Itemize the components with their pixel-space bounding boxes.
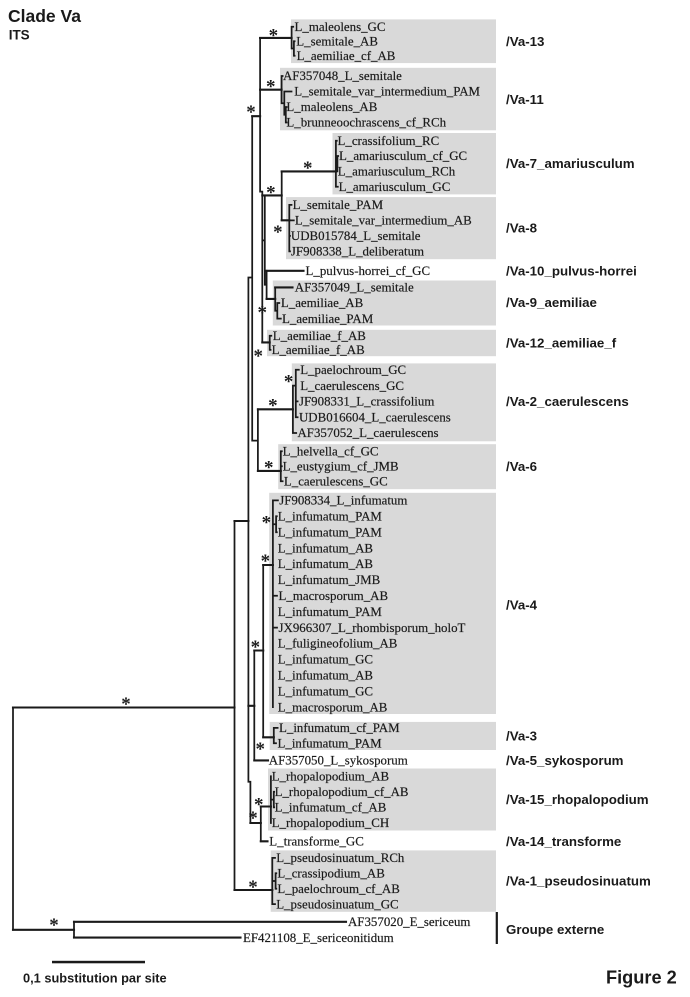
svg-text:L_rhopalopodium_AB: L_rhopalopodium_AB [272,769,389,783]
svg-text:*: * [284,372,294,393]
svg-text:/Va-1_pseudosinuatum: /Va-1_pseudosinuatum [506,874,651,889]
svg-text:L_infumatum_AB: L_infumatum_AB [278,669,373,683]
svg-text:L_paelochroum_cf_AB: L_paelochroum_cf_AB [277,882,399,896]
svg-text:/Va-6: /Va-6 [506,459,537,474]
svg-text:L_infumatum_PAM: L_infumatum_PAM [278,510,383,524]
svg-text:*: * [273,222,283,243]
svg-text:*: * [246,102,256,123]
svg-text:*: * [269,26,279,47]
svg-text:*: * [254,794,264,815]
svg-text:*: * [248,808,258,829]
svg-text:*: * [257,302,267,323]
svg-text:AF357048_L_semitale: AF357048_L_semitale [283,69,402,83]
svg-text:L_caerulescens_GC: L_caerulescens_GC [300,379,404,393]
svg-text:L_crassifolium_RC: L_crassifolium_RC [338,134,440,148]
svg-text:/Va-2_caerulescens: /Va-2_caerulescens [506,394,629,409]
svg-text:L_paelochroum_GC: L_paelochroum_GC [300,363,406,377]
svg-text:*: * [261,551,271,572]
svg-text:L_maleolens_AB: L_maleolens_AB [286,100,377,114]
svg-text:/Va-13: /Va-13 [506,34,544,49]
svg-text:UDB016604_L_caerulescens: UDB016604_L_caerulescens [299,410,451,424]
svg-text:L_infumatum_PAM: L_infumatum_PAM [278,525,383,539]
svg-text:/Va-12_aemiliae_f: /Va-12_aemiliae_f [506,336,617,351]
svg-text:L_aemiliae_cf_AB: L_aemiliae_cf_AB [297,49,396,63]
svg-text:L_amariusculum_cf_GC: L_amariusculum_cf_GC [339,149,467,163]
svg-text:/Va-3: /Va-3 [506,729,537,744]
svg-text:L_helvella_cf_GC: L_helvella_cf_GC [283,445,379,459]
svg-text:*: * [251,637,261,658]
svg-text:L_crassipodium_AB: L_crassipodium_AB [277,867,384,881]
svg-text:L_infumatum_cf_PAM: L_infumatum_cf_PAM [279,721,400,735]
svg-text:L_infumatum_PAM: L_infumatum_PAM [278,605,383,619]
svg-text:/Va-15_rhopalopodium: /Va-15_rhopalopodium [506,792,649,807]
svg-text:L_macrosporum_AB: L_macrosporum_AB [278,700,388,714]
svg-text:L_semitale_var_intermedium_PAM: L_semitale_var_intermedium_PAM [294,85,480,99]
svg-text:L_maleolens_GC: L_maleolens_GC [295,20,386,34]
svg-text:UDB015784_L_semitale: UDB015784_L_semitale [291,229,421,243]
svg-text:/Va-11: /Va-11 [506,92,544,107]
svg-text:L_fuligineofolium_AB: L_fuligineofolium_AB [278,637,398,651]
svg-text:JF908331_L_crassifolium: JF908331_L_crassifolium [299,395,434,409]
svg-text:/Va-5_sykosporum: /Va-5_sykosporum [506,753,624,768]
svg-text:L_infumatum_cf_AB: L_infumatum_cf_AB [275,801,387,815]
svg-text:L_transforme_GC: L_transforme_GC [269,835,364,849]
svg-text:/Va-7_amariusculum: /Va-7_amariusculum [506,156,635,171]
svg-text:/Va-14_transforme: /Va-14_transforme [506,834,621,849]
svg-text:L_brunneoochrascens_cf_RCh: L_brunneoochrascens_cf_RCh [286,116,446,130]
svg-text:L_eustygium_cf_JMB: L_eustygium_cf_JMB [283,460,399,474]
svg-text:/Va-4: /Va-4 [506,598,538,613]
svg-text:L_infumatum_PAM: L_infumatum_PAM [278,737,383,751]
svg-text:*: * [49,915,59,936]
svg-text:L_infumatum_JMB: L_infumatum_JMB [278,573,380,587]
svg-text:L_caerulescens_GC: L_caerulescens_GC [284,475,388,489]
svg-text:L_pulvus-horrei_cf_GC: L_pulvus-horrei_cf_GC [306,264,431,278]
svg-text:L_aemiliae_PAM: L_aemiliae_PAM [282,312,374,326]
svg-text:Figure 2: Figure 2 [606,968,677,988]
svg-text:AF357020_E_sericeum: AF357020_E_sericeum [348,915,470,929]
svg-text:JF908338_L_deliberatum: JF908338_L_deliberatum [291,245,424,259]
svg-text:/Va-8: /Va-8 [506,221,537,236]
svg-text:*: * [266,183,276,204]
svg-text:*: * [121,694,131,715]
svg-text:JF908334_L_infumatum: JF908334_L_infumatum [279,494,407,508]
svg-text:JX966307_L_rhombisporum_holoT: JX966307_L_rhombisporum_holoT [279,621,466,635]
svg-text:L_amariusculum_GC: L_amariusculum_GC [339,180,451,194]
svg-text:L_amariusculum_RCh: L_amariusculum_RCh [338,165,456,179]
svg-text:L_pseudosinuatum_RCh: L_pseudosinuatum_RCh [276,851,405,865]
svg-text:0,1 substitution par site: 0,1 substitution par site [23,971,167,986]
svg-text:L_macrosporum_AB: L_macrosporum_AB [279,589,389,603]
svg-text:*: * [248,877,258,898]
svg-text:L_aemiliae_f_AB: L_aemiliae_f_AB [272,343,365,357]
svg-text:*: * [266,77,276,98]
svg-text:*: * [264,458,274,479]
svg-text:/Va-10_pulvus-horrei: /Va-10_pulvus-horrei [506,264,637,279]
svg-text:L_infumatum_AB: L_infumatum_AB [278,541,373,555]
svg-text:Groupe externe: Groupe externe [506,922,604,937]
svg-text:*: * [262,512,272,533]
svg-text:L_aemiliae_AB: L_aemiliae_AB [281,296,363,310]
svg-text:L_semitale_PAM: L_semitale_PAM [293,198,384,212]
svg-text:L_rhopalopodium_cf_AB: L_rhopalopodium_cf_AB [275,785,409,799]
svg-text:AF357050_L_sykosporum: AF357050_L_sykosporum [269,754,408,768]
svg-text:EF421108_E_sericeonitidum: EF421108_E_sericeonitidum [243,931,394,945]
svg-text:L_infumatum_AB: L_infumatum_AB [278,557,373,571]
svg-text:*: * [256,739,266,760]
svg-text:L_aemiliae_f_AB: L_aemiliae_f_AB [273,329,366,343]
svg-text:*: * [303,158,313,179]
svg-text:L_pseudosinuatum_GC: L_pseudosinuatum_GC [276,897,398,911]
svg-text:Clade Va: Clade Va [8,6,81,26]
svg-text:AF357049_L_semitale: AF357049_L_semitale [295,281,414,295]
svg-text:L_rhopalopodium_CH: L_rhopalopodium_CH [272,816,389,830]
svg-text:*: * [254,346,264,367]
svg-text:AF357052_L_caerulescens: AF357052_L_caerulescens [298,426,439,440]
svg-text:L_infumatum_GC: L_infumatum_GC [278,684,373,698]
svg-text:L_infumatum_GC: L_infumatum_GC [278,653,373,667]
svg-text:L_semitale_var_intermedium_AB: L_semitale_var_intermedium_AB [295,214,472,228]
svg-text:ITS: ITS [9,27,30,42]
svg-text:*: * [268,396,278,417]
svg-text:L_semitale_AB: L_semitale_AB [296,35,378,49]
svg-text:/Va-9_aemiliae: /Va-9_aemiliae [506,295,597,310]
